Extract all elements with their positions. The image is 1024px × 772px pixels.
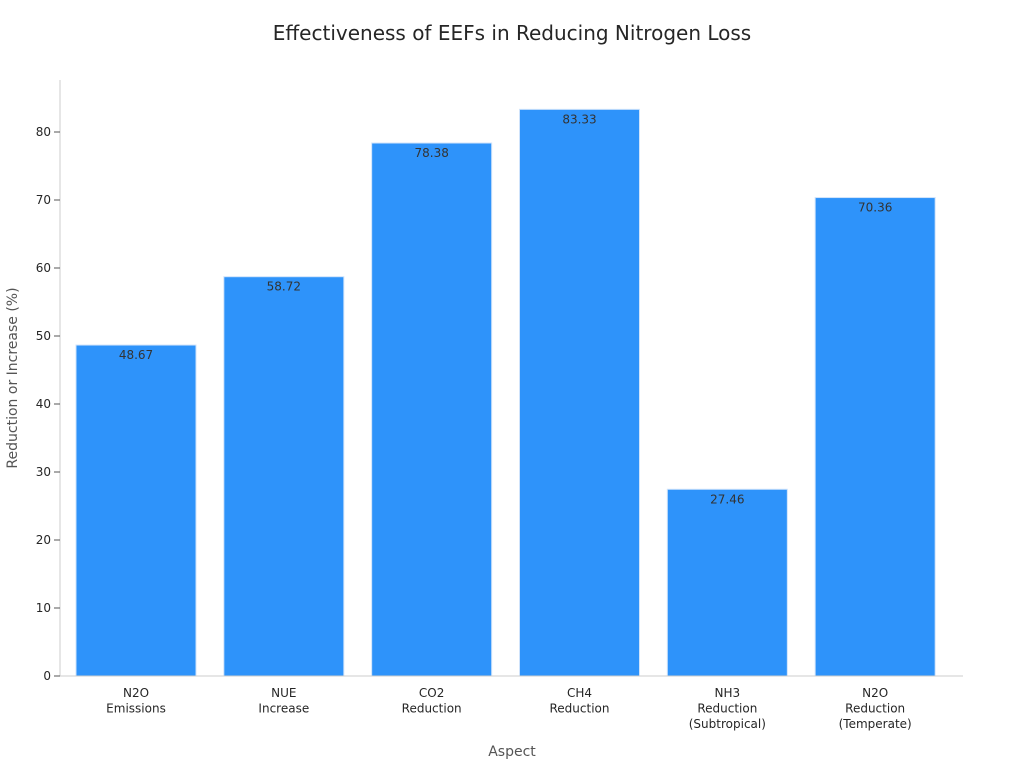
y-tick-label: 50 [36,329,51,343]
x-tick-label: CH4 Reduction [550,686,610,716]
bar [814,197,936,677]
y-tick-label: 30 [36,465,51,479]
x-tick-label-line: Reduction [697,702,757,716]
x-tick-label-line: Reduction [845,702,905,716]
y-tick-label: 20 [36,533,51,547]
x-axis-label: Aspect [488,744,536,760]
x-tick-label-line: (Subtropical) [689,717,766,731]
bar [371,142,493,677]
data-label: 27.46 [710,492,744,506]
x-tick-label-line: Emissions [106,702,166,716]
bar [75,344,197,677]
x-tick-label-line: CO2 [419,686,444,700]
x-tick-label-line: NH3 [715,686,741,700]
x-tick-label-line: NUE [271,686,296,700]
x-tick-label-line: Reduction [402,702,462,716]
x-tick-label-line: N2O [862,686,888,700]
y-tick-label: 10 [36,601,51,615]
bar [519,108,640,677]
x-tick-label-line: Increase [258,702,309,716]
x-tick-label: N2O Emissions [106,686,166,716]
data-label: 70.36 [858,201,892,215]
data-label: 83.33 [562,112,596,126]
x-tick-label-line: Reduction [550,702,610,716]
y-axis-label: Reduction or Increase (%) [5,287,21,468]
y-tick-label: 80 [36,125,51,139]
y-tick-label: 70 [36,193,51,207]
x-tick-label-line: (Temperate) [839,717,912,731]
x-tick-label-line: CH4 [567,686,592,700]
x-tick-label: N2O Reduction (Temperate) [839,686,912,731]
x-tick-label-line: N2O [123,686,149,700]
bar [666,488,788,677]
chart-title: Effectiveness of EEFs in Reducing Nitrog… [273,21,751,45]
y-tick-label: 40 [36,397,51,411]
y-tick-label: 60 [36,261,51,275]
data-label: 58.72 [267,280,301,294]
data-label: 48.67 [119,348,153,362]
y-tick-label: 0 [43,669,51,683]
data-label: 78.38 [414,146,448,160]
bar [223,276,345,677]
x-tick-label: NH3 Reduction (Subtropical) [689,686,766,731]
x-tick-label: NUE Increase [258,686,309,716]
x-tick-label: CO2 Reduction [402,686,462,716]
